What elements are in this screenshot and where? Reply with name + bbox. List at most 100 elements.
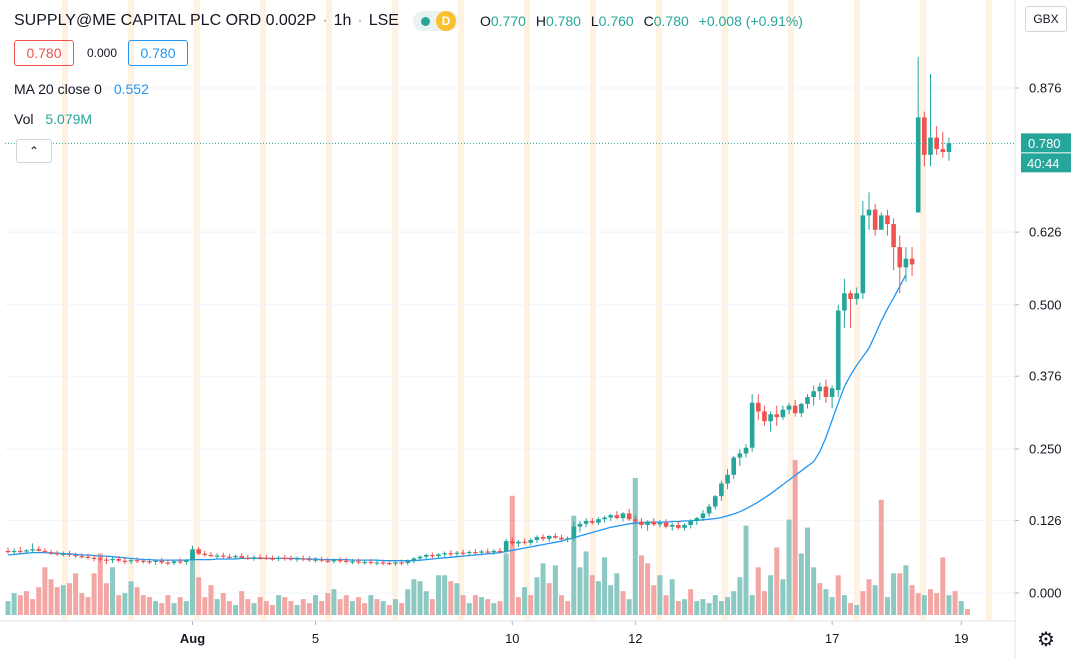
y-tick-label: 0.376 <box>1029 369 1062 384</box>
candle-body <box>48 552 54 554</box>
candle-body <box>903 258 909 268</box>
volume-bar <box>220 593 226 615</box>
volume-bar <box>159 603 165 615</box>
candle-body <box>18 550 23 553</box>
market-status-pill[interactable]: D <box>412 11 458 31</box>
volume-bar <box>356 597 362 615</box>
candle-body <box>762 411 767 422</box>
candle-body <box>466 552 472 554</box>
volume-bar <box>614 573 620 615</box>
low-key: L <box>590 13 599 29</box>
candle-body <box>940 149 946 152</box>
candle-body <box>768 414 773 422</box>
volume-bar <box>202 597 208 615</box>
candle-body <box>196 549 201 554</box>
interval-label[interactable]: 1h <box>333 12 352 29</box>
volume-bar <box>343 595 349 615</box>
candle-body <box>42 550 48 553</box>
candle-body <box>731 457 736 475</box>
volume-bar <box>952 591 958 615</box>
candle-body <box>540 537 546 539</box>
candle-body <box>602 517 607 520</box>
volume-bar <box>706 603 712 615</box>
candle-body <box>725 474 730 484</box>
settings-gear-icon[interactable]: ⚙ <box>1037 628 1055 651</box>
volume-bar <box>823 589 829 615</box>
volume-bar <box>608 585 614 615</box>
volume-bar <box>134 587 140 615</box>
candle-body <box>866 209 872 216</box>
volume-bar <box>835 575 841 615</box>
candle-body <box>387 563 392 565</box>
volume-bar <box>589 575 595 615</box>
candle-body <box>417 556 423 559</box>
volume-bar <box>768 575 774 615</box>
volume-bar <box>479 597 485 615</box>
delayed-badge[interactable]: D <box>435 11 456 31</box>
candle-body <box>522 541 527 543</box>
market-open-dot-icon <box>420 16 430 26</box>
ma-value: 0.552 <box>113 81 149 97</box>
volume-bar <box>669 579 675 615</box>
volume-bar <box>17 595 23 615</box>
volume-bar <box>466 603 472 615</box>
collapse-legend-button[interactable]: ⌃ <box>16 139 52 163</box>
volume-bar <box>743 525 749 615</box>
volume-bar <box>848 603 854 615</box>
volume-bar <box>300 599 306 615</box>
price-gridlines <box>5 87 1015 594</box>
volume-bar <box>116 595 122 615</box>
candle-body <box>128 560 134 562</box>
volume-bar <box>30 599 36 615</box>
candle-body <box>885 215 890 225</box>
countdown-label: 40:44 <box>1027 156 1060 171</box>
volume-bar <box>405 589 411 615</box>
candle-body <box>688 520 693 525</box>
session-stripe <box>524 0 530 620</box>
session-stripe <box>590 0 596 620</box>
session-stripe <box>656 0 662 620</box>
volume-bar <box>306 603 312 615</box>
session-stripe <box>986 0 992 620</box>
volume-bar <box>429 599 435 615</box>
candle-body <box>792 405 798 414</box>
volume-bar <box>675 601 681 615</box>
candle-body <box>134 560 140 562</box>
candle-body <box>700 513 706 519</box>
volume-bar <box>946 595 952 615</box>
session-stripe <box>326 0 332 620</box>
candle-body <box>620 513 626 519</box>
volume-legend[interactable]: Vol 5.079M <box>14 111 92 127</box>
volume-bar <box>436 575 441 615</box>
candle-body <box>5 550 11 553</box>
candle-body <box>350 561 355 563</box>
volume-bar <box>694 601 700 615</box>
candle-body <box>639 521 644 525</box>
candle-body <box>245 557 251 560</box>
buy-price-box[interactable]: 0.780 <box>128 40 188 66</box>
volume-bar <box>128 581 134 615</box>
symbol-name[interactable]: SUPPLY@ME CAPITAL PLC ORD 0.002P <box>14 12 317 29</box>
volume-bar <box>866 579 872 615</box>
chevron-up-icon: ⌃ <box>28 144 40 158</box>
candle-body <box>153 560 158 562</box>
ma-legend[interactable]: MA 20 close 0 0.552 <box>14 81 149 97</box>
candle-body <box>380 562 386 564</box>
candle-body <box>405 560 411 564</box>
volume-bar <box>884 597 890 615</box>
volume-bar <box>374 599 380 615</box>
sell-price-box[interactable]: 0.780 <box>14 40 74 66</box>
ma20-line <box>7 274 907 562</box>
candle-body <box>583 520 589 524</box>
currency-button[interactable]: GBX <box>1025 6 1067 32</box>
volume-bar <box>534 577 540 615</box>
symbol-legend[interactable]: SUPPLY@ME CAPITAL PLC ORD 0.002P · 1h · … <box>14 11 809 31</box>
candle-body <box>257 557 263 559</box>
volume-bar <box>23 591 29 615</box>
volume-bar <box>774 547 780 615</box>
volume-bar <box>958 601 964 615</box>
session-stripe <box>62 0 68 620</box>
volume-bar <box>645 563 651 615</box>
